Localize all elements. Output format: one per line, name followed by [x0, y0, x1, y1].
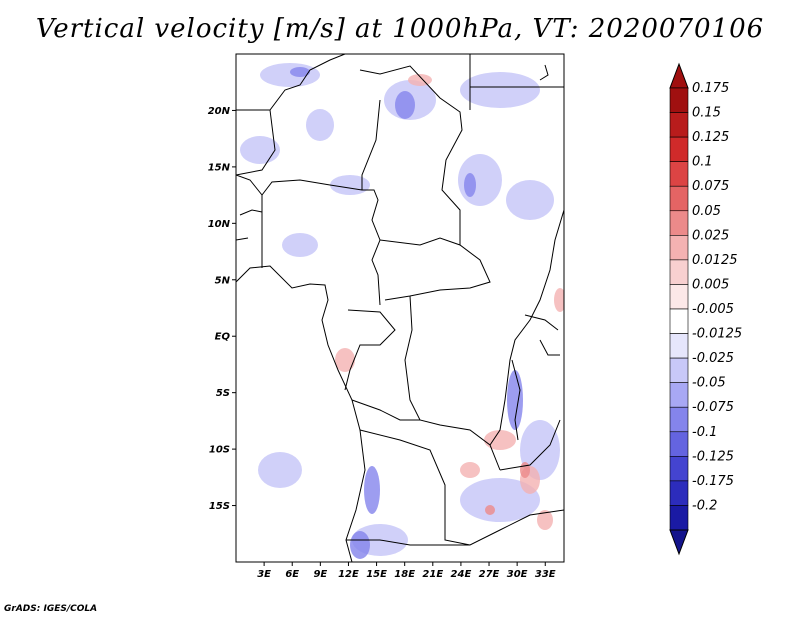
- longitude-axis: 3E 6E 9E 12E 15E 18E 21E 24E 27E 30E 33E: [257, 562, 556, 580]
- colorbar-swatch: [669, 210, 689, 236]
- colorbar-label: 0.175: [692, 81, 729, 96]
- colorbar-swatch: [669, 406, 689, 433]
- coastlines-and-borders: [236, 54, 564, 562]
- colorbar-label: 0.0125: [692, 253, 738, 268]
- colorbar-label: 0.05: [692, 204, 721, 219]
- lon-tick-label: 33E: [535, 569, 556, 580]
- colorbar-swatch: [669, 87, 689, 113]
- colorbar-label: -0.005: [692, 302, 734, 317]
- colorbar-swatch: [669, 308, 689, 334]
- colorbar-label: -0.175: [692, 474, 734, 489]
- colorbar-swatch: [669, 505, 689, 531]
- map-border: [235, 53, 565, 563]
- lon-tick-label: 30E: [507, 569, 528, 580]
- colorbar-swatch: [669, 161, 689, 187]
- lon-tick-label: 6E: [285, 569, 299, 580]
- lon-tick-label: 24E: [451, 569, 472, 580]
- colorbar-swatch: [669, 136, 689, 162]
- lon-tick-label: 21E: [422, 569, 443, 580]
- colorbar-swatch: [669, 185, 689, 212]
- colorbar-label: 0.075: [692, 179, 729, 194]
- lat-tick-label: 10N: [208, 219, 231, 230]
- lon-tick-label: 9E: [313, 569, 327, 580]
- colorbar-label: -0.0125: [692, 327, 742, 342]
- colorbar-swatch: [669, 235, 689, 261]
- lon-tick-label: 27E: [479, 569, 500, 580]
- colorbar-label: -0.2: [692, 498, 717, 513]
- colorbar-label: 0.125: [692, 130, 729, 145]
- lat-tick-label: 5N: [215, 275, 231, 286]
- colorbar-label: 0.025: [692, 228, 729, 243]
- vertical-velocity-field: [236, 54, 564, 562]
- colorbar-swatch: [669, 333, 689, 359]
- colorbar-bottom-cap: [669, 529, 689, 556]
- colorbar-swatch: [669, 357, 689, 383]
- grads-credit: GrADS: IGES/COLA: [4, 604, 98, 614]
- colorbar-label: -0.025: [692, 351, 734, 366]
- lon-tick-label: 12E: [338, 569, 359, 580]
- colorbar-label: 0.15: [692, 106, 721, 121]
- lat-tick-label: 15N: [208, 162, 231, 173]
- colorbar-label: -0.075: [692, 400, 734, 415]
- map-title: Vertical velocity [m/s] at 1000hPa, VT: …: [35, 14, 765, 44]
- lon-tick-label: 3E: [257, 569, 271, 580]
- lat-tick-label: 5S: [216, 388, 230, 399]
- colorbar-swatch: [669, 480, 689, 506]
- lon-tick-label: 18E: [394, 569, 415, 580]
- colorbar-swatch: [669, 382, 689, 408]
- colorbar-swatch: [669, 431, 689, 457]
- colorbar-label: -0.1: [692, 425, 717, 440]
- colorbar-swatch: [669, 259, 689, 285]
- colorbar-swatch: [669, 112, 689, 138]
- colorbar: 0.175 0.15 0.125 0.1 0.075 0.05 0.025 0.0125 0.0…: [669, 62, 742, 556]
- colorbar-swatch: [669, 284, 689, 310]
- lat-tick-label: 20N: [208, 106, 231, 117]
- lat-tick-label: 15S: [209, 501, 230, 512]
- colorbar-top-cap: [669, 62, 689, 89]
- lat-tick-label: EQ: [215, 332, 231, 343]
- colorbar-label: -0.05: [692, 376, 726, 391]
- lat-tick-label: 10S: [209, 445, 230, 456]
- latitude-axis: 20N 15N 10N 5N EQ 5S 10S 15S: [208, 106, 236, 512]
- colorbar-swatch: [669, 456, 689, 482]
- lon-tick-label: 15E: [366, 569, 387, 580]
- colorbar-label: 0.1: [692, 155, 713, 170]
- colorbar-label: -0.125: [692, 449, 734, 464]
- colorbar-label: 0.005: [692, 277, 729, 292]
